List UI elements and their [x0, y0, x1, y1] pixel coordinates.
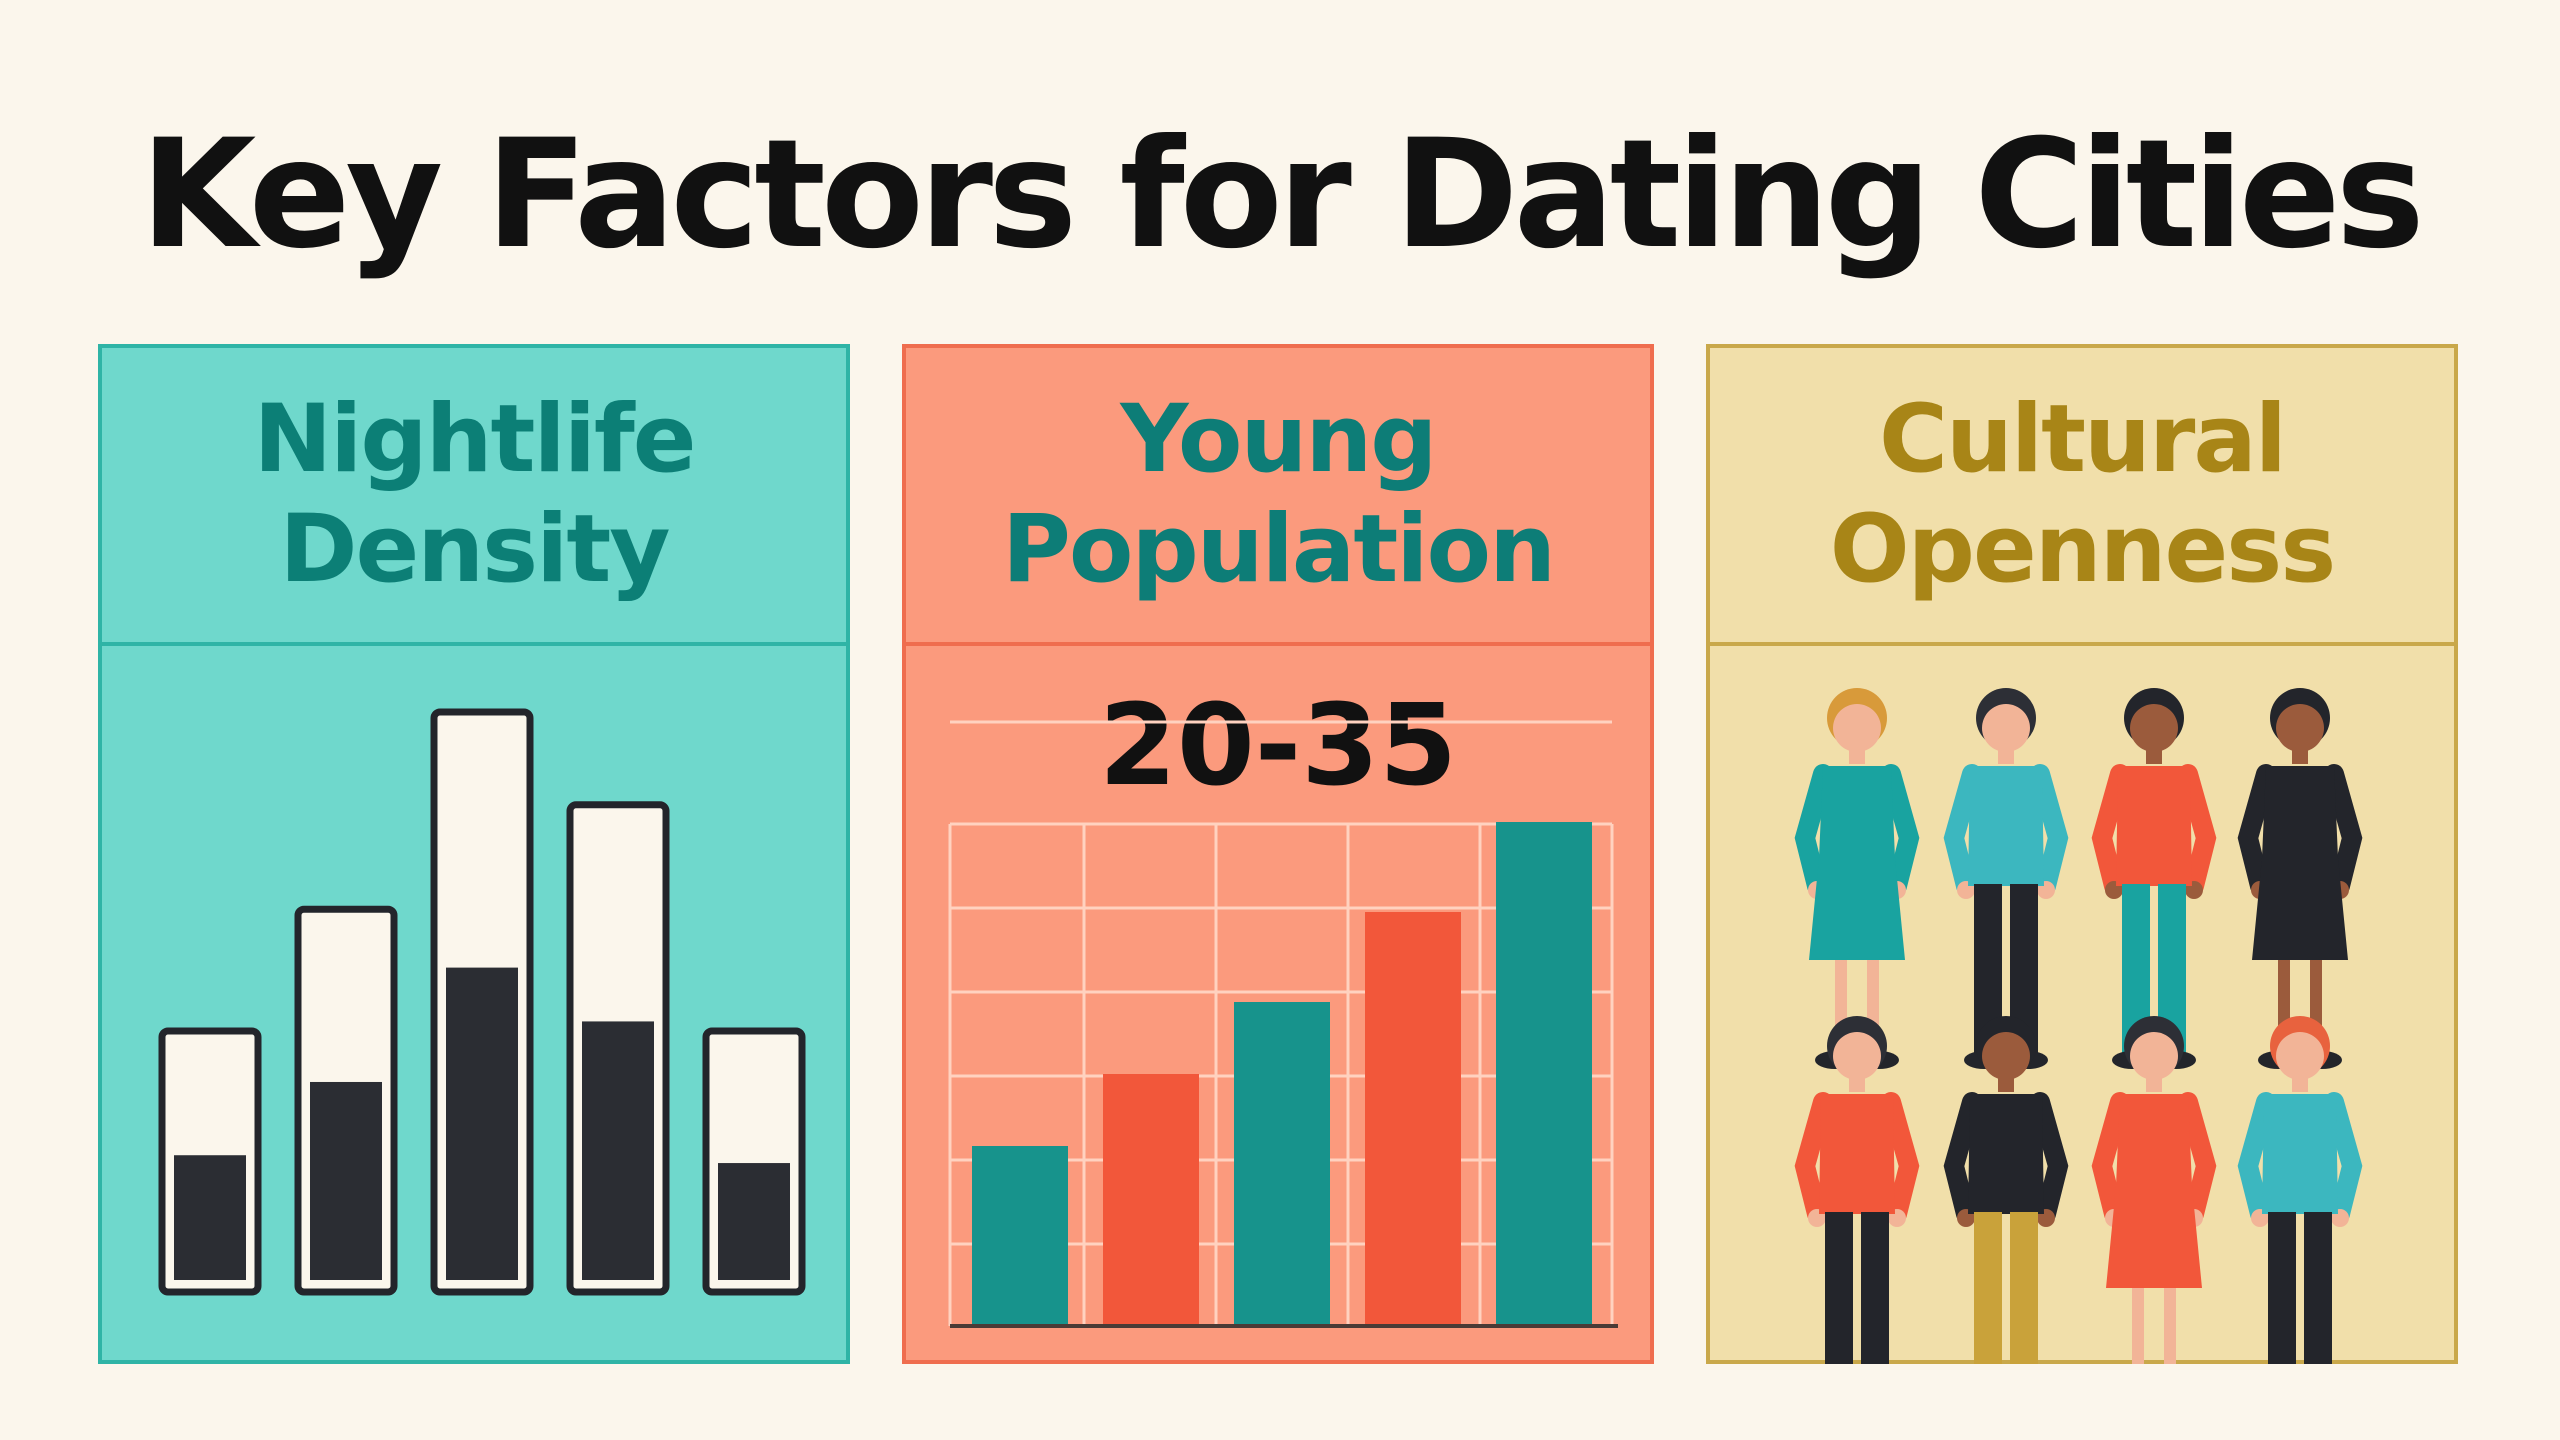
bar-3: [1234, 1002, 1330, 1326]
people-illustration-area: [1710, 646, 2454, 1364]
left-arm: [2091, 1092, 2130, 1224]
left-arm: [1794, 1092, 1833, 1224]
right-arm: [1881, 1092, 1920, 1224]
heading-line-2: Openness: [1829, 495, 2336, 604]
shirt: [1819, 1094, 1895, 1214]
neck: [1849, 1076, 1865, 1092]
right-arm: [2030, 764, 2069, 896]
heading-line-2: Population: [1002, 495, 1556, 604]
right-arm: [2324, 1092, 2363, 1224]
person-woman-black-dress: [2237, 688, 2363, 1069]
right-leg: [2010, 1212, 2038, 1364]
meter-2: [294, 905, 398, 1296]
nightlife-meter-chart-area: [102, 646, 846, 1364]
right-leg: [2164, 1288, 2176, 1364]
dress: [2252, 766, 2348, 960]
person-man-orange-shirt: [2091, 688, 2217, 1069]
shirt: [1968, 1094, 2044, 1214]
left-arm: [1943, 764, 1982, 896]
left-arm: [2237, 764, 2276, 896]
head: [2276, 704, 2324, 752]
head: [2276, 1032, 2324, 1080]
right-arm: [1881, 764, 1920, 896]
meter-1: [158, 1027, 262, 1296]
meter-4: [566, 801, 670, 1296]
dress: [2106, 1094, 2202, 1288]
heading-line-1: Young: [1120, 385, 1437, 495]
heading-line-1: Cultural: [1878, 385, 2287, 495]
bar-2: [1103, 1074, 1199, 1326]
person-woman-teal-dress: [1794, 688, 1920, 1069]
neck: [1998, 1076, 2014, 1092]
left-leg: [1825, 1212, 1853, 1364]
neck: [2146, 748, 2162, 764]
left-arm: [1794, 764, 1833, 896]
head: [1982, 704, 2030, 752]
young-population-card: Young Population 20-35: [902, 344, 1654, 1364]
right-arm: [2324, 764, 2363, 896]
meter-fill: [310, 1081, 382, 1280]
population-chart-area: 20-35: [906, 646, 1650, 1364]
left-arm: [1943, 1092, 1982, 1224]
right-arm: [2178, 764, 2217, 896]
left-arm: [2237, 1092, 2276, 1224]
neck: [2292, 748, 2308, 764]
right-leg: [1861, 1212, 1889, 1364]
right-arm: [2178, 1092, 2217, 1224]
person-man-arms-crossed: [1943, 688, 2069, 1069]
bar-1: [972, 1146, 1068, 1326]
person-man-teal-shirt: [2237, 1016, 2363, 1364]
meter-fill: [582, 1021, 654, 1280]
young-population-heading: Young Population: [906, 348, 1650, 646]
left-leg: [2268, 1212, 2296, 1364]
heading-line-1: Nightlife: [253, 385, 696, 495]
meter-fill: [446, 967, 518, 1280]
page-title: Key Factors for Dating Cities: [140, 108, 2425, 282]
neck: [1998, 748, 2014, 764]
meter-fill: [174, 1155, 246, 1280]
person-woman-orange-dress: [2091, 1016, 2217, 1364]
left-leg: [2132, 1288, 2144, 1364]
neck: [2146, 1076, 2162, 1092]
head: [1833, 1032, 1881, 1080]
diverse-people-illustration: [1794, 688, 2363, 1364]
left-leg: [1974, 1212, 2002, 1364]
neck: [1849, 748, 1865, 764]
right-arm: [2030, 1092, 2069, 1224]
nightlife-density-card: Nightlife Density: [98, 344, 850, 1364]
head: [2130, 704, 2178, 752]
cultural-openness-card: Cultural Openness: [1706, 344, 2458, 1364]
meter-3: [430, 708, 534, 1296]
meter-fill: [718, 1163, 790, 1280]
population-bar-chart: 20-35: [948, 681, 1618, 1328]
right-leg: [2304, 1212, 2332, 1364]
heading-line-2: Density: [279, 495, 670, 604]
bar-4: [1365, 912, 1461, 1326]
head: [1833, 704, 1881, 752]
shirt: [2262, 1094, 2338, 1214]
meter-5: [702, 1027, 806, 1296]
neck: [2292, 1076, 2308, 1092]
person-man-black-shirt: [1943, 1016, 2069, 1364]
bar-5: [1496, 822, 1592, 1326]
dress: [1809, 766, 1905, 960]
nightlife-meter-chart: [158, 708, 806, 1296]
person-man-orange-walking: [1794, 1016, 1920, 1364]
left-arm: [2091, 764, 2130, 896]
nightlife-density-heading: Nightlife Density: [102, 348, 846, 646]
cultural-openness-heading: Cultural Openness: [1710, 348, 2454, 646]
head: [1982, 1032, 2030, 1080]
shirt: [2116, 766, 2192, 886]
age-range-label: 20-35: [1099, 681, 1457, 811]
head: [2130, 1032, 2178, 1080]
shirt: [1968, 766, 2044, 886]
